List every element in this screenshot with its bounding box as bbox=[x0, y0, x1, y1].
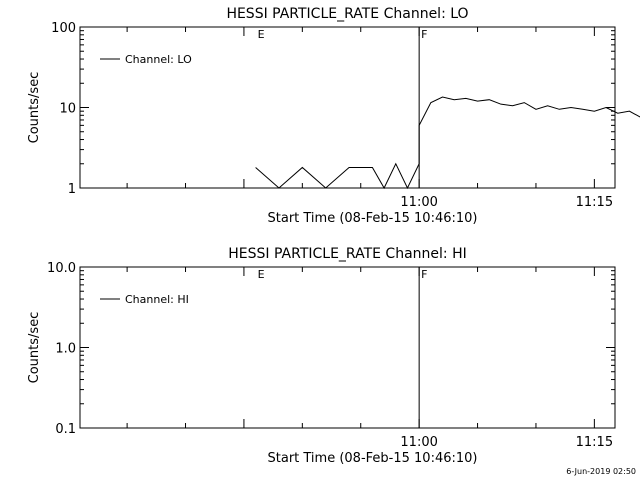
chart-panel: HESSI PARTICLE_RATE Channel: HI 0.1 1.0 10.… bbox=[27, 246, 616, 466]
plot-frame bbox=[79, 26, 616, 189]
x-tick-label: 11:15 bbox=[576, 435, 613, 450]
x-tick-label: 11:00 bbox=[400, 435, 437, 450]
x-tick-label: 11:00 bbox=[400, 195, 437, 210]
chart-panel: HESSI PARTICLE_RATE Channel: LO 1 10 100 Cou… bbox=[27, 6, 640, 226]
x-axis-label: Start Time (08-Feb-15 10:46:10) bbox=[268, 451, 478, 466]
event-marker-label: F bbox=[421, 28, 427, 41]
y-axis-label: Counts/sec bbox=[27, 72, 42, 144]
event-marker-label: E bbox=[258, 28, 265, 41]
event-marker-label: F bbox=[421, 268, 427, 281]
x-tick-label: 11:15 bbox=[576, 195, 613, 210]
y-tick-label: 10.0 bbox=[47, 261, 76, 276]
x-axis-label: Start Time (08-Feb-15 10:46:10) bbox=[268, 211, 478, 226]
y-tick-label: 1 bbox=[68, 182, 76, 197]
legend-entry: Channel: LO bbox=[125, 53, 192, 66]
event-marker-label: E bbox=[258, 268, 265, 281]
generation-timestamp: 6-Jun-2019 02:50 bbox=[566, 467, 636, 476]
series-line bbox=[255, 96, 640, 190]
chart-title: HESSI PARTICLE_RATE Channel: LO bbox=[226, 6, 468, 22]
y-tick-label: 1.0 bbox=[55, 342, 76, 357]
y-tick-label: 0.1 bbox=[55, 422, 76, 437]
plot-frame bbox=[79, 266, 616, 429]
y-axis-label: Counts/sec bbox=[27, 312, 42, 384]
chart-title: HESSI PARTICLE_RATE Channel: HI bbox=[228, 246, 466, 262]
y-tick-label: 10 bbox=[59, 102, 76, 117]
legend-entry: Channel: HI bbox=[125, 293, 189, 306]
y-tick-label: 100 bbox=[51, 21, 76, 36]
